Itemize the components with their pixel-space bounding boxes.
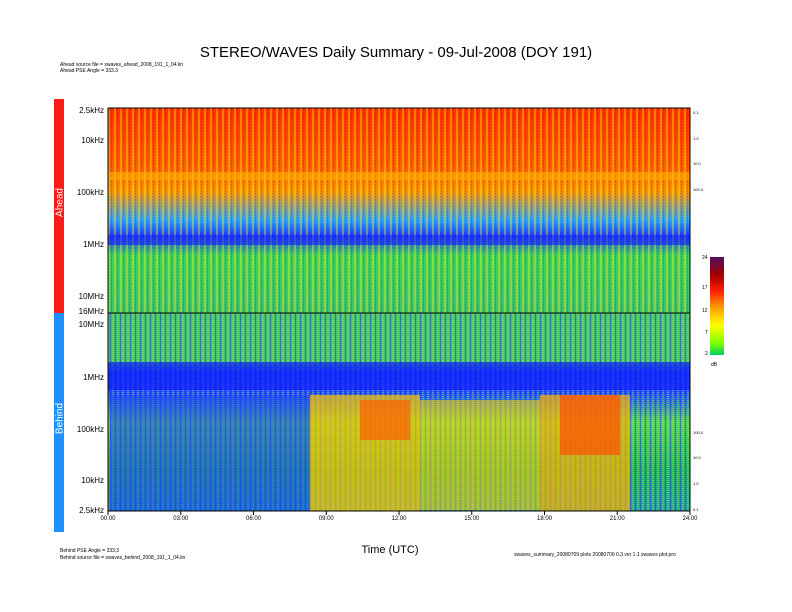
behind-ytick: 100kHz [76,425,104,434]
ahead-right-tick: 0.1 [693,110,699,115]
ahead-ytick: 10kHz [81,136,104,145]
footer-note: swaves_summary_20080709 plots 20080709 0… [514,552,676,558]
ahead-ytick: 10MHz [78,292,104,301]
x-tick-label: 18:00 [536,516,552,522]
colorbar-unit: dB [711,362,718,368]
ahead-right-tick: 10.0 [693,161,701,166]
colorbar-tick: 24 [702,255,708,261]
colorbar-tick: 17 [702,285,708,291]
colorbar [710,257,724,355]
x-tick-label: 15:00 [464,516,480,522]
behind-ytick: 10kHz [81,476,104,485]
x-tick-label: 24:00 [682,516,698,522]
behind-right-tick: 0.1 [693,507,699,512]
behind-ytick: 1MHz [83,373,104,382]
behind-right-tick: 10.0 [693,455,701,460]
ahead-ytick: 100kHz [76,188,104,197]
x-tick-label: 00:00 [100,516,116,522]
ahead-ytick: 1MHz [83,240,104,249]
behind-source-note: Behind source file = swaves_behind_2008_… [60,555,186,561]
behind-band: Behind [54,313,66,532]
colorbar-tick: 7 [705,330,708,336]
x-tick-label: 12:00 [391,516,407,522]
colorbar-tick: 12 [702,308,708,314]
ahead-ytick: 2.5kHz [79,106,104,115]
ahead-pse-note: Ahead PSE Angle = 333.3 [60,68,118,74]
behind-right-tick: 1.0 [693,481,699,486]
x-tick-label: 06:00 [245,516,261,522]
x-tick-label: 09:00 [318,516,334,522]
x-tick-label: 03:00 [173,516,189,522]
ahead-source-note: Ahead source file = swaves_ahead_2008_19… [60,62,184,68]
x-tick-label: 21:00 [609,516,625,522]
ahead-right-tick: 1.0 [693,136,699,141]
colorbar-tick: 2 [705,351,708,357]
behind-right-tick: 100.0 [693,430,704,435]
chart-title: STEREO/WAVES Daily Summary - 09-Jul-2008… [199,44,593,61]
behind-ytick: 10MHz [78,320,104,329]
behind-pse-note: Behind PSE Angle = 333.3 [60,548,120,554]
x-axis-label: Time (UTC) [361,544,419,556]
ahead-band: Ahead [54,99,66,313]
behind-ytick: 2.5kHz [79,506,104,515]
ahead-ytick: 16MHz [78,307,104,316]
ahead-right-tick: 100.0 [693,187,704,192]
